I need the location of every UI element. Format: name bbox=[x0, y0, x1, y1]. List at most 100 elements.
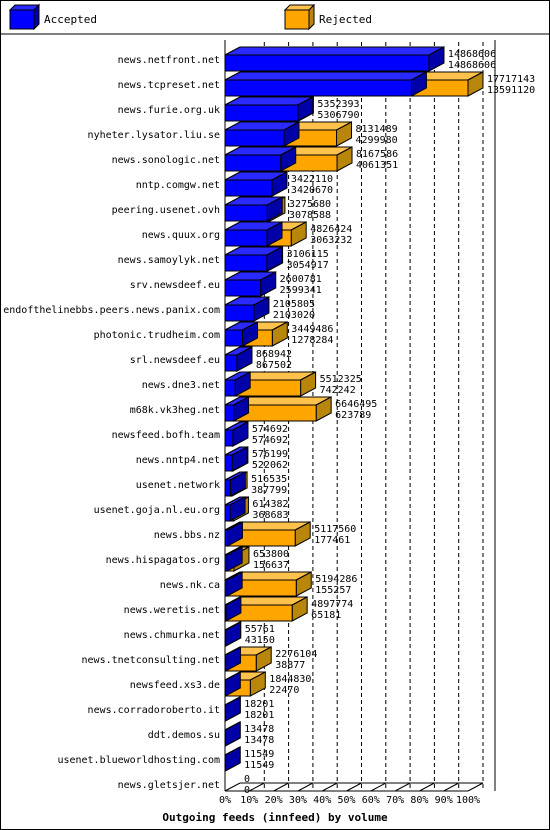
bar-accepted bbox=[224, 579, 228, 597]
legend-rejected-swatch bbox=[284, 9, 310, 30]
value-accepted: 2103020 bbox=[273, 310, 315, 321]
row-label: photonic.trudheim.com bbox=[94, 330, 220, 341]
value-total: 3275680 bbox=[289, 199, 331, 210]
value-accepted: 623789 bbox=[335, 410, 371, 421]
value-accepted: 3420670 bbox=[291, 185, 333, 196]
row-label: newsfeed.bofh.team bbox=[112, 430, 220, 441]
bar-accepted bbox=[224, 54, 430, 72]
value-total: 2600781 bbox=[280, 274, 322, 285]
value-accepted: 4061351 bbox=[356, 160, 398, 171]
row-label: newsfeed.xs3.de bbox=[130, 680, 220, 691]
tick-mark bbox=[297, 782, 314, 792]
tick-mark bbox=[249, 782, 265, 792]
tick-mark bbox=[394, 782, 411, 792]
bar-accepted bbox=[224, 479, 231, 497]
row-label: nntp.comgw.net bbox=[136, 180, 220, 191]
row-label: news.furie.org.uk bbox=[118, 105, 220, 116]
value-total: 3106115 bbox=[287, 249, 329, 260]
value-accepted: 522062 bbox=[252, 460, 288, 471]
value-accepted: 13478 bbox=[244, 735, 274, 746]
bar-accepted bbox=[224, 79, 412, 97]
row-label: news.hispagatos.org bbox=[106, 555, 220, 566]
tick-mark bbox=[224, 782, 241, 792]
value-total: 8131489 bbox=[356, 124, 398, 135]
bar-accepted bbox=[224, 204, 268, 222]
value-total: 0 bbox=[244, 774, 250, 785]
row-label: ddt.demos.su bbox=[148, 730, 220, 741]
row-label: nyheter.lysator.liu.se bbox=[88, 130, 220, 141]
value-total: 2105805 bbox=[273, 299, 315, 310]
value-accepted: 3078588 bbox=[289, 210, 331, 221]
row-label: news.sonologic.net bbox=[112, 155, 220, 166]
bar-accepted-side bbox=[224, 746, 241, 772]
value-total: 5117560 bbox=[314, 524, 356, 535]
value-total: 574692 bbox=[252, 424, 288, 435]
bar-accepted bbox=[224, 179, 273, 197]
row-label: news.nntp4.net bbox=[136, 455, 220, 466]
bar-accepted bbox=[224, 654, 227, 672]
legend-rejected: Rejected bbox=[283, 3, 372, 31]
value-accepted: 3054917 bbox=[287, 260, 329, 271]
value-accepted: 1278284 bbox=[291, 335, 333, 346]
legend-rejected-label: Rejected bbox=[319, 13, 372, 26]
legend-accepted-swatch-side bbox=[33, 3, 40, 31]
value-total: 868942 bbox=[256, 349, 292, 360]
row-label: srv.newsdeef.eu bbox=[130, 280, 220, 291]
bar-accepted bbox=[224, 354, 238, 372]
value-accepted: 368683 bbox=[252, 510, 288, 521]
bar-accepted bbox=[224, 629, 227, 647]
bar-accepted bbox=[224, 379, 236, 397]
legend-accepted-swatch bbox=[9, 9, 35, 30]
bar-accepted-top bbox=[224, 71, 427, 81]
value-accepted: 18201 bbox=[244, 710, 274, 721]
row-label: news.bbs.nz bbox=[154, 530, 220, 541]
legend-accepted: Accepted bbox=[8, 3, 97, 31]
value-accepted: 742242 bbox=[320, 385, 356, 396]
value-accepted: 574692 bbox=[252, 435, 288, 446]
bar-accepted-side bbox=[224, 721, 241, 747]
value-total: 1844830 bbox=[269, 674, 311, 685]
value-accepted: 155257 bbox=[315, 585, 351, 596]
x-tick-label: 10% bbox=[240, 795, 258, 806]
bar-accepted bbox=[224, 504, 231, 522]
row-label: news.gletsjer.net bbox=[118, 780, 220, 791]
legend-accepted-label: Accepted bbox=[44, 13, 97, 26]
value-total: 3422110 bbox=[291, 174, 333, 185]
bar-accepted bbox=[224, 254, 268, 272]
x-tick-label: 70% bbox=[386, 795, 404, 806]
value-total: 653800 bbox=[253, 549, 289, 560]
chart-title: Outgoing feeds (innfeed) by volume bbox=[162, 811, 388, 824]
x-tick-label: 90% bbox=[435, 795, 453, 806]
value-accepted: 38877 bbox=[275, 660, 305, 671]
bar-accepted bbox=[224, 404, 235, 422]
tick-mark bbox=[467, 782, 484, 792]
row-label: news.netfront.net bbox=[118, 55, 220, 66]
value-accepted: 22470 bbox=[269, 685, 299, 696]
bar-accepted bbox=[224, 554, 228, 572]
row-label: usenet.goja.nl.eu.org bbox=[94, 505, 220, 516]
x-tick-label: 80% bbox=[410, 795, 428, 806]
value-total: 3449486 bbox=[291, 324, 333, 335]
legend-rejected-swatch-side bbox=[308, 3, 315, 31]
bar-accepted bbox=[224, 154, 282, 172]
value-total: 14868606 bbox=[448, 49, 496, 60]
tick-mark bbox=[370, 782, 387, 792]
tick-mark bbox=[443, 782, 459, 792]
bar-accepted-top bbox=[224, 46, 445, 56]
